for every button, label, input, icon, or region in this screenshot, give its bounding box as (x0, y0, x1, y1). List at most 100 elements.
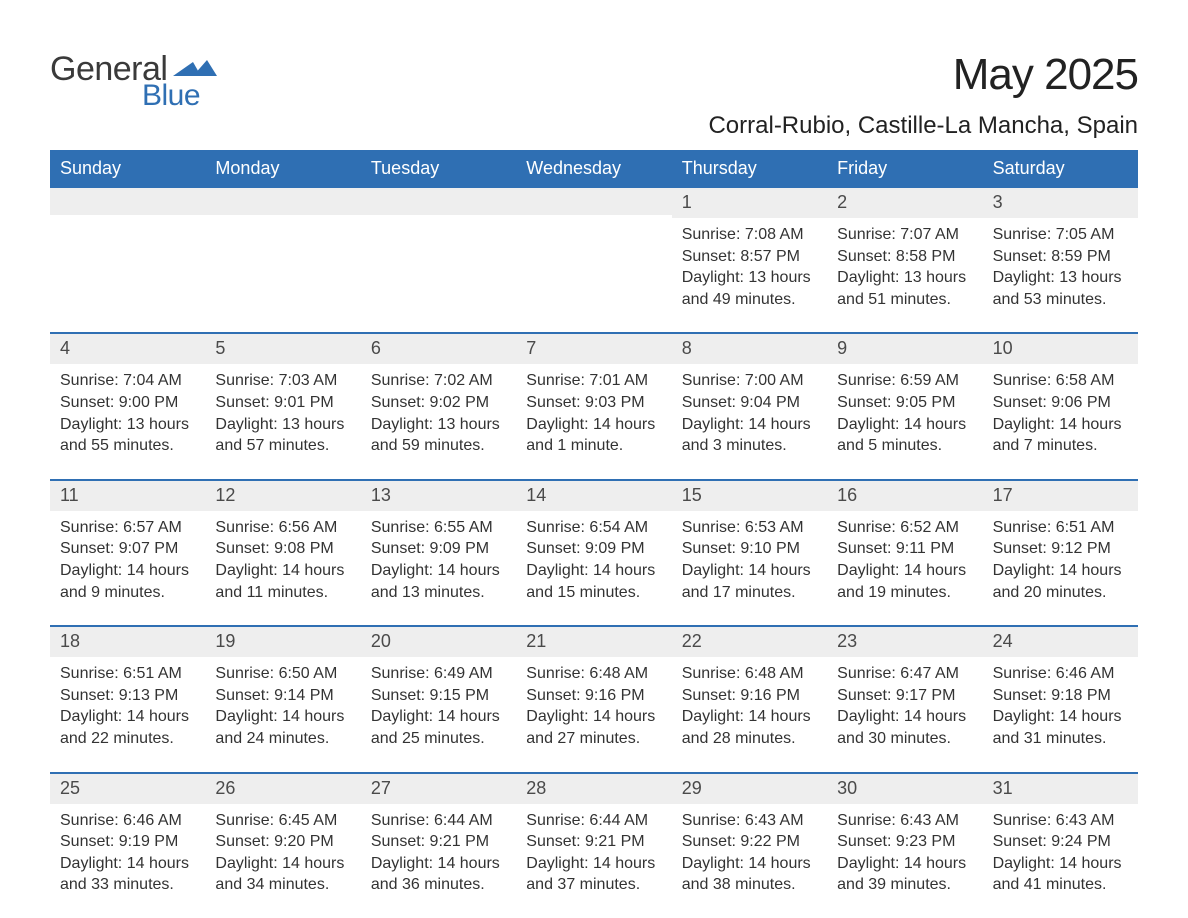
daylight-line: Daylight: 14 hours and 17 minutes. (682, 560, 817, 603)
sunrise-line: Sunrise: 6:43 AM (837, 810, 972, 832)
sunrise-line: Sunrise: 6:45 AM (215, 810, 350, 832)
day-cell: 22Sunrise: 6:48 AMSunset: 9:16 PMDayligh… (672, 627, 827, 757)
dow-cell: Friday (827, 150, 982, 188)
month-title: May 2025 (708, 50, 1138, 100)
sunset-line: Sunset: 9:09 PM (371, 538, 506, 560)
daylight-line: Daylight: 14 hours and 30 minutes. (837, 706, 972, 749)
logo-word-blue: Blue (142, 79, 200, 113)
sunrise-line: Sunrise: 6:46 AM (60, 810, 195, 832)
sunrise-line: Sunrise: 6:50 AM (215, 663, 350, 685)
daylight-line: Daylight: 14 hours and 39 minutes. (837, 853, 972, 896)
sunset-line: Sunset: 9:24 PM (993, 831, 1128, 853)
day-number-bar: 31 (983, 774, 1138, 804)
day-number: 12 (215, 485, 235, 505)
day-number-bar: 16 (827, 481, 982, 511)
day-number: 26 (215, 778, 235, 798)
empty-cell (50, 188, 205, 318)
daylight-line: Daylight: 14 hours and 13 minutes. (371, 560, 506, 603)
daylight-line: Daylight: 14 hours and 5 minutes. (837, 414, 972, 457)
day-cell: 29Sunrise: 6:43 AMSunset: 9:22 PMDayligh… (672, 774, 827, 904)
sunrise-line: Sunrise: 7:00 AM (682, 370, 817, 392)
sunrise-line: Sunrise: 6:59 AM (837, 370, 972, 392)
dow-cell: Tuesday (361, 150, 516, 188)
day-number-bar: 29 (672, 774, 827, 804)
sunset-line: Sunset: 9:22 PM (682, 831, 817, 853)
daylight-line: Daylight: 14 hours and 3 minutes. (682, 414, 817, 457)
daylight-line: Daylight: 13 hours and 49 minutes. (682, 267, 817, 310)
sunset-line: Sunset: 9:09 PM (526, 538, 661, 560)
empty-cell (516, 188, 671, 318)
day-number: 4 (60, 338, 70, 358)
sunset-line: Sunset: 9:13 PM (60, 685, 195, 707)
sunset-line: Sunset: 9:05 PM (837, 392, 972, 414)
daylight-line: Daylight: 13 hours and 59 minutes. (371, 414, 506, 457)
day-number-bar: 18 (50, 627, 205, 657)
day-number-bar: 24 (983, 627, 1138, 657)
day-number: 16 (837, 485, 857, 505)
sunrise-line: Sunrise: 6:48 AM (682, 663, 817, 685)
sunrise-line: Sunrise: 7:03 AM (215, 370, 350, 392)
day-number: 14 (526, 485, 546, 505)
day-number-bar: 4 (50, 334, 205, 364)
day-number: 10 (993, 338, 1013, 358)
day-number-bar: 13 (361, 481, 516, 511)
day-cell: 25 Sunrise: 6:46 AMSunset: 9:19 PMDayligh… (50, 774, 205, 904)
day-of-week-header: SundayMondayTuesdayWednesdayThursdayFrid… (50, 150, 1138, 188)
daylight-line: Daylight: 14 hours and 25 minutes. (371, 706, 506, 749)
day-number: 31 (993, 778, 1013, 798)
sunrise-line: Sunrise: 7:08 AM (682, 224, 817, 246)
day-cell: 5Sunrise: 7:03 AMSunset: 9:01 PMDaylight… (205, 334, 360, 464)
sunrise-line: Sunrise: 7:01 AM (526, 370, 661, 392)
logo: General Blue (50, 50, 217, 113)
sunrise-line: Sunrise: 7:02 AM (371, 370, 506, 392)
sunrise-line: Sunrise: 6:54 AM (526, 517, 661, 539)
day-cell: 16Sunrise: 6:52 AMSunset: 9:11 PMDayligh… (827, 481, 982, 611)
sunrise-line: Sunrise: 6:48 AM (526, 663, 661, 685)
day-number-bar: 14 (516, 481, 671, 511)
sunrise-line: Sunrise: 7:05 AM (993, 224, 1128, 246)
daylight-line: Daylight: 13 hours and 55 minutes. (60, 414, 195, 457)
day-number: 1 (682, 192, 692, 212)
day-cell: 28Sunrise: 6:44 AMSunset: 9:21 PMDayligh… (516, 774, 671, 904)
day-number: 22 (682, 631, 702, 651)
day-cell: 27Sunrise: 6:44 AMSunset: 9:21 PMDayligh… (361, 774, 516, 904)
sunrise-line: Sunrise: 6:46 AM (993, 663, 1128, 685)
daylight-line: Daylight: 14 hours and 1 minute. (526, 414, 661, 457)
daylight-line: Daylight: 14 hours and 41 minutes. (993, 853, 1128, 896)
sunset-line: Sunset: 9:19 PM (60, 831, 195, 853)
day-number-bar: 11 (50, 481, 205, 511)
day-cell: 24Sunrise: 6:46 AMSunset: 9:18 PMDayligh… (983, 627, 1138, 757)
sunrise-line: Sunrise: 7:07 AM (837, 224, 972, 246)
day-cell: 18Sunrise: 6:51 AMSunset: 9:13 PMDayligh… (50, 627, 205, 757)
day-number-bar: 2 (827, 188, 982, 218)
sunrise-line: Sunrise: 6:55 AM (371, 517, 506, 539)
day-number-bar: 8 (672, 334, 827, 364)
sunset-line: Sunset: 9:17 PM (837, 685, 972, 707)
sunset-line: Sunset: 9:11 PM (837, 538, 972, 560)
sunset-line: Sunset: 9:21 PM (371, 831, 506, 853)
sunset-line: Sunset: 9:23 PM (837, 831, 972, 853)
daylight-line: Daylight: 14 hours and 27 minutes. (526, 706, 661, 749)
day-number-bar: 26 (205, 774, 360, 804)
day-cell: 1Sunrise: 7:08 AMSunset: 8:57 PMDaylight… (672, 188, 827, 318)
daylight-line: Daylight: 14 hours and 33 minutes. (60, 853, 195, 896)
day-number-bar: 28 (516, 774, 671, 804)
daylight-line: Daylight: 14 hours and 11 minutes. (215, 560, 350, 603)
day-cell: 23Sunrise: 6:47 AMSunset: 9:17 PMDayligh… (827, 627, 982, 757)
day-number: 27 (371, 778, 391, 798)
day-number: 13 (371, 485, 391, 505)
day-cell: 20Sunrise: 6:49 AMSunset: 9:15 PMDayligh… (361, 627, 516, 757)
sunset-line: Sunset: 8:59 PM (993, 246, 1128, 268)
day-number: 25 (60, 778, 80, 798)
sunset-line: Sunset: 9:04 PM (682, 392, 817, 414)
daylight-line: Daylight: 14 hours and 31 minutes. (993, 706, 1128, 749)
calendar-body: 1Sunrise: 7:08 AMSunset: 8:57 PMDaylight… (50, 188, 1138, 904)
sunset-line: Sunset: 9:06 PM (993, 392, 1128, 414)
title-block: May 2025 Corral-Rubio, Castille-La Manch… (708, 50, 1138, 140)
sunset-line: Sunset: 9:21 PM (526, 831, 661, 853)
empty-cell (205, 188, 360, 318)
day-number-bar: 6 (361, 334, 516, 364)
day-cell: 7Sunrise: 7:01 AMSunset: 9:03 PMDaylight… (516, 334, 671, 464)
daylight-line: Daylight: 14 hours and 15 minutes. (526, 560, 661, 603)
sunrise-line: Sunrise: 6:44 AM (526, 810, 661, 832)
